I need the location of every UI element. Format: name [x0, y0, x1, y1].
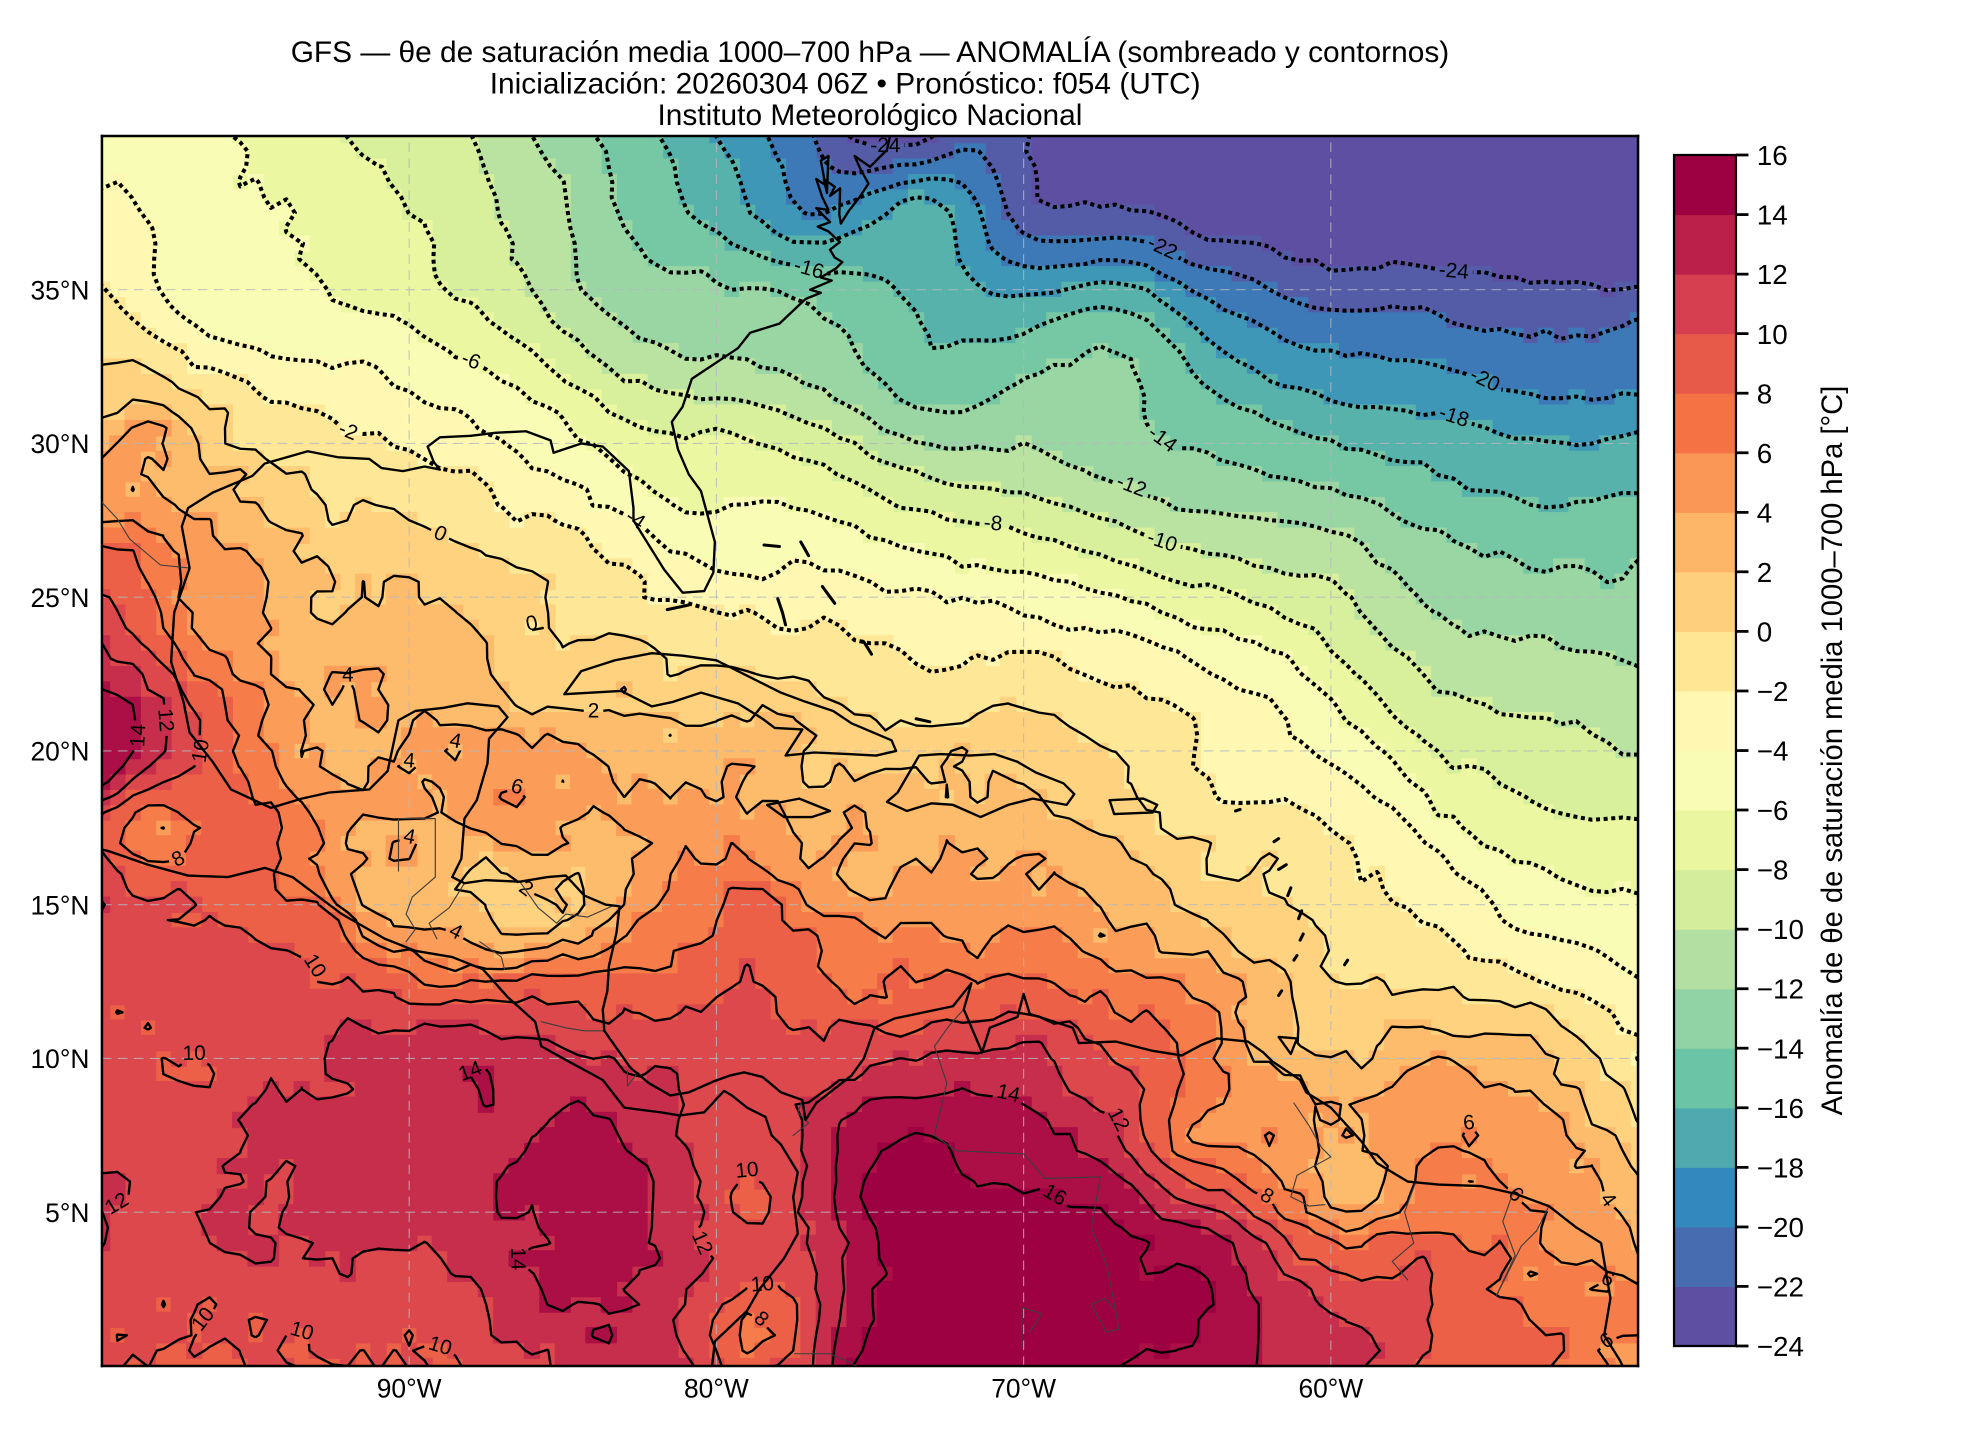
svg-text:-24: -24 [870, 134, 900, 157]
svg-text:16: 16 [1757, 140, 1788, 171]
svg-text:60°W: 60°W [1298, 1374, 1363, 1404]
svg-text:−16: −16 [1757, 1093, 1804, 1124]
svg-text:14: 14 [995, 1080, 1023, 1108]
svg-text:0: 0 [524, 611, 540, 636]
svg-text:25°N: 25°N [31, 583, 90, 613]
svg-text:−24: −24 [1757, 1331, 1804, 1362]
svg-text:−2: −2 [1757, 676, 1789, 707]
svg-text:80°W: 80°W [684, 1374, 749, 1404]
svg-text:-24: -24 [1438, 258, 1470, 284]
svg-text:14: 14 [126, 723, 150, 747]
svg-text:GFS — θe de saturación media 1: GFS — θe de saturación media 1000–700 hP… [291, 36, 1450, 69]
svg-text:10: 10 [1757, 319, 1788, 350]
svg-text:10: 10 [182, 1042, 206, 1065]
svg-text:2: 2 [1757, 557, 1772, 588]
svg-text:14: 14 [1757, 200, 1788, 231]
svg-text:−10: −10 [1757, 914, 1804, 945]
svg-text:70°W: 70°W [991, 1374, 1056, 1404]
svg-text:12: 12 [1757, 259, 1788, 290]
svg-text:12: 12 [153, 708, 178, 733]
svg-text:−8: −8 [1757, 855, 1789, 886]
svg-text:6: 6 [1462, 1111, 1476, 1135]
svg-text:−4: −4 [1757, 736, 1789, 767]
svg-text:8: 8 [1757, 378, 1772, 409]
svg-text:Instituto Meteorológico Nacion: Instituto Meteorológico Nacional [658, 99, 1083, 132]
svg-text:4: 4 [403, 749, 416, 773]
svg-text:4: 4 [402, 824, 418, 849]
svg-text:−20: −20 [1757, 1212, 1804, 1243]
svg-text:20°N: 20°N [31, 737, 90, 767]
svg-text:10: 10 [734, 1158, 759, 1183]
svg-text:Inicialización: 20260304 06Z: Inicialización: 20260304 06Z • Pronóstic… [490, 67, 1201, 100]
svg-text:−6: −6 [1757, 795, 1789, 826]
svg-text:4: 4 [1757, 497, 1772, 528]
svg-text:4: 4 [448, 729, 464, 754]
svg-text:6: 6 [1757, 438, 1772, 469]
svg-text:15°N: 15°N [31, 890, 90, 920]
svg-text:5°N: 5°N [45, 1198, 89, 1228]
svg-text:−22: −22 [1757, 1272, 1804, 1303]
svg-text:2: 2 [588, 699, 600, 722]
svg-text:90°W: 90°W [377, 1374, 442, 1404]
svg-text:−12: −12 [1757, 974, 1804, 1005]
svg-text:4: 4 [342, 664, 354, 687]
svg-text:14: 14 [506, 1247, 529, 1271]
svg-text:Anomalía de θe de saturación m: Anomalía de θe de saturación media 1000–… [1817, 386, 1849, 1116]
svg-text:35°N: 35°N [31, 275, 90, 305]
svg-text:10°N: 10°N [31, 1044, 90, 1074]
svg-text:-8: -8 [983, 511, 1004, 536]
svg-text:−14: −14 [1757, 1033, 1804, 1064]
svg-text:30°N: 30°N [31, 429, 90, 459]
svg-text:0: 0 [1757, 617, 1772, 648]
svg-text:−18: −18 [1757, 1152, 1804, 1183]
